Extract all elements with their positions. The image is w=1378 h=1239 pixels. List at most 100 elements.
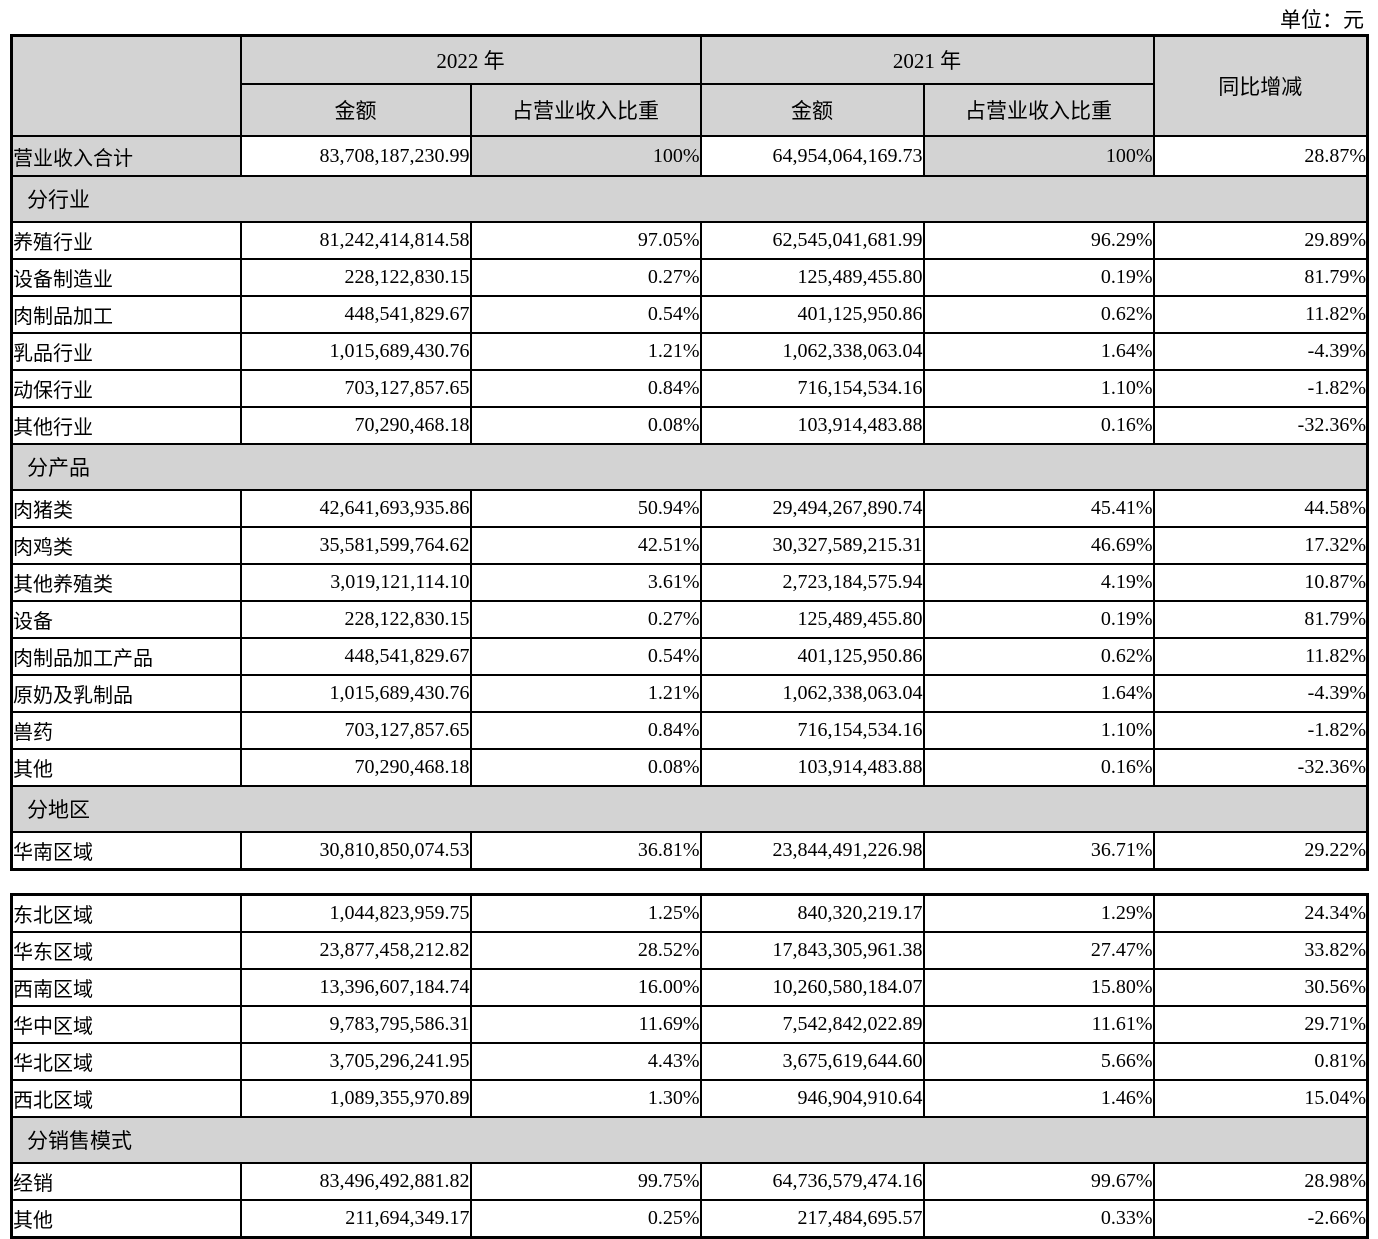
ratio-2021-cell: 1.10% [922, 369, 1155, 408]
row-label: 其他 [10, 1199, 242, 1239]
ratio-2021-cell: 0.62% [922, 295, 1155, 334]
amount-2021-cell: 7,542,842,022.89 [699, 1005, 925, 1044]
ratio-2022-cell: 0.27% [469, 258, 702, 297]
ratio-2022-cell: 0.84% [469, 369, 702, 408]
amount-2021-header: 金额 [699, 83, 925, 137]
yoy-cell: 28.98% [1152, 1162, 1369, 1201]
ratio-2022-header: 占营业收入比重 [469, 83, 702, 137]
amount-2022-cell: 42,641,693,935.86 [239, 489, 472, 528]
amount-2022-cell: 1,015,689,430.76 [239, 332, 472, 371]
yoy-cell: 29.71% [1152, 1005, 1369, 1044]
amount-2022-cell: 703,127,857.65 [239, 711, 472, 750]
amount-2022-cell: 448,541,829.67 [239, 637, 472, 676]
amount-2022-cell: 1,089,355,970.89 [239, 1079, 472, 1118]
yoy-cell: 29.22% [1152, 831, 1369, 871]
revenue-breakdown-table: 2022 年 2021 年 同比增减 金额 占营业收入比重 金额 占营业收入比重… [10, 34, 1369, 871]
ratio-2021-cell: 0.19% [922, 600, 1155, 639]
table-row: 营业收入合计 83,708,187,230.99 100% 64,954,064,16… [10, 135, 1369, 177]
row-label: 西南区域 [10, 968, 242, 1007]
amount-2021-cell: 3,675,619,644.60 [699, 1042, 925, 1081]
table-row: 养殖行业 81,242,414,814.58 97.05% 62,545,041,68… [10, 221, 1369, 260]
amount-2022-cell: 83,708,187,230.99 [239, 135, 472, 177]
ratio-2021-cell: 0.33% [922, 1199, 1155, 1239]
amount-2022-cell: 228,122,830.15 [239, 600, 472, 639]
row-label: 设备 [10, 600, 242, 639]
ratio-2021-cell: 11.61% [922, 1005, 1155, 1044]
amount-2021-cell: 17,843,305,961.38 [699, 931, 925, 970]
amount-2021-cell: 23,844,491,226.98 [699, 831, 925, 871]
table-row: 华南区域 30,810,850,074.53 36.81% 23,844,491,22… [10, 831, 1369, 871]
amount-2021-cell: 2,723,184,575.94 [699, 563, 925, 602]
ratio-2022-cell: 0.08% [469, 748, 702, 787]
table-row: 其他 211,694,349.17 0.25% 217,484,695.57 0.33%… [10, 1199, 1369, 1239]
ratio-2021-cell: 0.19% [922, 258, 1155, 297]
amount-2022-cell: 3,705,296,241.95 [239, 1042, 472, 1081]
row-label: 华北区域 [10, 1042, 242, 1081]
ratio-2021-cell: 1.46% [922, 1079, 1155, 1118]
row-label: 肉制品加工 [10, 295, 242, 334]
row-label: 其他 [10, 748, 242, 787]
amount-2021-cell: 29,494,267,890.74 [699, 489, 925, 528]
ratio-2022-cell: 36.81% [469, 831, 702, 871]
row-label: 肉猪类 [10, 489, 242, 528]
table-row: 肉猪类 42,641,693,935.86 50.94% 29,494,267,890… [10, 489, 1369, 528]
table-row: 经销 83,496,492,881.82 99.75% 64,736,579,474.… [10, 1162, 1369, 1201]
yoy-cell: 0.81% [1152, 1042, 1369, 1081]
amount-2021-cell: 401,125,950.86 [699, 295, 925, 334]
ratio-2022-cell: 0.84% [469, 711, 702, 750]
ratio-2022-cell: 1.30% [469, 1079, 702, 1118]
ratio-2022-cell: 0.27% [469, 600, 702, 639]
amount-2021-cell: 1,062,338,063.04 [699, 332, 925, 371]
row-label: 其他养殖类 [10, 563, 242, 602]
ratio-2022-cell: 0.25% [469, 1199, 702, 1239]
ratio-2022-cell: 1.21% [469, 332, 702, 371]
table-row: 兽药 703,127,857.65 0.84% 716,154,534.16 1.10%… [10, 711, 1369, 750]
amount-2021-cell: 840,320,219.17 [699, 893, 925, 933]
row-label: 东北区域 [10, 893, 242, 933]
ratio-2021-cell: 27.47% [922, 931, 1155, 970]
ratio-2021-cell: 45.41% [922, 489, 1155, 528]
amount-2021-cell: 10,260,580,184.07 [699, 968, 925, 1007]
yoy-header: 同比增减 [1152, 34, 1369, 137]
ratio-2021-cell: 1.10% [922, 711, 1155, 750]
ratio-2021-cell: 100% [922, 135, 1155, 177]
amount-2022-cell: 9,783,795,586.31 [239, 1005, 472, 1044]
ratio-2022-cell: 97.05% [469, 221, 702, 260]
ratio-2022-cell: 99.75% [469, 1162, 702, 1201]
amount-2022-cell: 35,581,599,764.62 [239, 526, 472, 565]
ratio-2022-cell: 28.52% [469, 931, 702, 970]
header-row-measures: 金额 占营业收入比重 金额 占营业收入比重 [12, 83, 1368, 137]
row-label: 原奶及乳制品 [10, 674, 242, 713]
unit-label: 单位：元 [1280, 8, 1364, 32]
yoy-cell: 29.89% [1152, 221, 1369, 260]
table-row: 其他 70,290,468.18 0.08% 103,914,483.88 0.16% -… [10, 748, 1369, 787]
table-row: 华中区域 9,783,795,586.31 11.69% 7,542,842,022.… [10, 1005, 1369, 1044]
table-row: 华北区域 3,705,296,241.95 4.43% 3,675,619,644.6… [10, 1042, 1369, 1081]
table-row: 原奶及乳制品 1,015,689,430.76 1.21% 1,062,338,063… [10, 674, 1369, 713]
ratio-2021-cell: 15.80% [922, 968, 1155, 1007]
yoy-cell: -1.82% [1152, 711, 1369, 750]
ratio-2021-cell: 96.29% [922, 221, 1155, 260]
row-label: 肉制品加工产品 [10, 637, 242, 676]
row-label: 设备制造业 [10, 258, 242, 297]
section-row: 分地区 [10, 785, 1369, 833]
yoy-cell: 24.34% [1152, 893, 1369, 933]
yoy-cell: -32.36% [1152, 406, 1369, 445]
table-row: 华东区域 23,877,458,212.82 28.52% 17,843,305,96… [10, 931, 1369, 970]
amount-2022-cell: 3,019,121,114.10 [239, 563, 472, 602]
ratio-2021-cell: 46.69% [922, 526, 1155, 565]
row-label: 华东区域 [10, 931, 242, 970]
ratio-2021-cell: 4.19% [922, 563, 1155, 602]
amount-2021-cell: 103,914,483.88 [699, 406, 925, 445]
table-row: 东北区域 1,044,823,959.75 1.25% 840,320,219.17 1… [10, 893, 1369, 933]
yoy-cell: 28.87% [1152, 135, 1369, 177]
amount-2022-cell: 228,122,830.15 [239, 258, 472, 297]
amount-2022-cell: 70,290,468.18 [239, 748, 472, 787]
table-row: 肉鸡类 35,581,599,764.62 42.51% 30,327,589,215… [10, 526, 1369, 565]
amount-2021-cell: 716,154,534.16 [699, 369, 925, 408]
yoy-cell: 33.82% [1152, 931, 1369, 970]
yoy-cell: -4.39% [1152, 332, 1369, 371]
ratio-2022-cell: 4.43% [469, 1042, 702, 1081]
amount-2021-cell: 401,125,950.86 [699, 637, 925, 676]
yoy-cell: -1.82% [1152, 369, 1369, 408]
